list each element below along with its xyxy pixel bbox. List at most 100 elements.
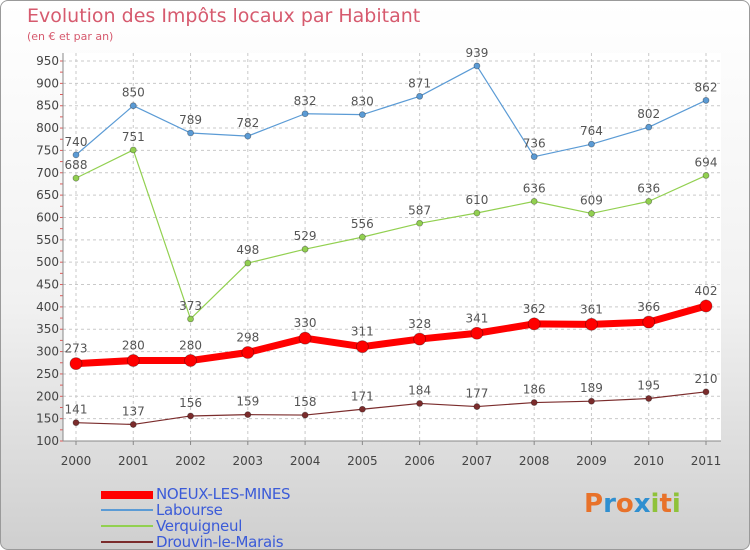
data-point-noeux [184,354,197,367]
data-label-drouvin: 137 [122,404,145,418]
data-point-noeux [355,340,369,354]
y-tick-label: 800 [36,121,59,135]
legend-label-labourse: Labourse [156,501,223,519]
chart-title: Evolution des Impôts locaux par Habitant [27,5,421,27]
data-point-drouvin [72,419,80,427]
series-line-drouvin [75,391,707,426]
logo-letter: o [615,489,634,519]
data-label-labourse: 871 [408,76,431,90]
data-point-noeux [413,332,427,346]
data-point-drouvin [588,397,595,405]
data-label-verquigneul: 610 [465,193,488,207]
legend-label-noeux: NOEUX-LES-MINES [156,485,291,503]
data-point-labourse [416,92,424,100]
data-point-noeux [699,299,713,313]
data-label-noeux: 361 [580,302,603,316]
data-label-verquigneul: 636 [523,181,546,195]
data-point-drouvin [187,412,194,420]
data-point-verquigneul [129,146,137,154]
data-point-labourse [187,129,194,137]
logo-letter: t [659,489,672,519]
data-point-drouvin [301,411,309,419]
data-label-verquigneul: 529 [294,229,317,243]
logo-letter: i [650,489,660,519]
data-point-labourse [530,153,538,161]
data-label-verquigneul: 556 [351,217,374,231]
data-label-noeux: 280 [122,339,145,353]
legend-item-noeux: NOEUX-LES-MINES [101,485,361,503]
data-label-noeux: 366 [637,300,660,314]
data-point-verquigneul [588,210,595,217]
data-point-drouvin [244,411,252,419]
data-point-labourse [702,96,710,104]
data-label-noeux: 273 [65,342,88,356]
data-label-noeux: 328 [408,317,431,331]
data-point-labourse [129,102,137,110]
x-tick-label: 2001 [118,454,149,468]
data-label-drouvin: 158 [294,395,317,409]
data-label-labourse: 789 [179,113,202,127]
y-tick-label: 150 [36,412,59,426]
data-label-verquigneul: 373 [179,299,202,313]
data-point-verquigneul [358,233,366,241]
data-point-verquigneul [645,197,653,205]
data-point-verquigneul [702,172,710,179]
series-line-noeux [72,302,710,368]
logo-letter: r [603,489,616,519]
data-point-verquigneul [530,197,538,205]
data-label-noeux: 402 [695,284,718,298]
y-tick-label: 700 [36,166,59,180]
x-tick-label: 2005 [347,454,378,468]
logo-letter: i [671,489,681,519]
data-label-drouvin: 141 [65,403,88,417]
series-line-labourse [75,65,707,158]
data-point-labourse [244,132,252,140]
data-label-noeux: 362 [523,302,546,316]
data-point-verquigneul [72,174,80,182]
data-point-noeux [241,346,255,359]
x-tick-label: 2000 [61,454,92,468]
x-tick-label: 2006 [404,454,435,468]
data-label-verquigneul: 587 [408,203,431,217]
y-tick-label: 100 [36,434,59,448]
logo-letter: x [633,489,651,519]
x-tick-label: 2007 [462,454,493,468]
data-point-verquigneul [473,209,481,217]
legend-label-verquigneul: Verquigneul [156,517,243,535]
data-point-drouvin [473,403,481,410]
y-tick-label: 550 [36,233,59,247]
y-tick-label: 650 [36,188,59,202]
data-point-verquigneul [416,219,424,227]
data-point-noeux [126,354,140,367]
y-tick-label: 850 [36,99,59,113]
y-tick-label: 400 [36,300,59,314]
data-label-noeux: 298 [236,330,259,344]
data-point-labourse [588,140,595,148]
y-tick-label: 950 [36,54,59,68]
plot-area [63,53,721,441]
data-point-drouvin [416,400,424,407]
y-tick-label: 300 [36,345,59,359]
data-label-labourse: 939 [465,46,488,60]
data-point-labourse [645,123,653,131]
legend-item-labourse: Labourse [101,501,361,519]
y-tick-label: 750 [36,143,59,157]
data-point-noeux [527,317,541,331]
data-point-drouvin [645,395,653,402]
data-point-drouvin [129,421,137,428]
data-label-labourse: 832 [294,94,317,108]
data-label-noeux: 330 [294,316,317,330]
data-label-drouvin: 159 [236,395,259,409]
data-point-noeux [298,331,312,345]
data-label-noeux: 341 [465,311,488,325]
data-point-verquigneul [301,245,309,253]
data-point-drouvin [702,388,710,396]
data-label-labourse: 764 [580,124,603,138]
data-label-noeux: 280 [179,339,202,353]
x-tick-label: 2008 [519,454,550,468]
legend-swatch-labourse [101,509,153,511]
y-tick-label: 250 [36,367,59,381]
x-tick-label: 2003 [233,454,264,468]
data-label-labourse: 736 [523,137,546,151]
